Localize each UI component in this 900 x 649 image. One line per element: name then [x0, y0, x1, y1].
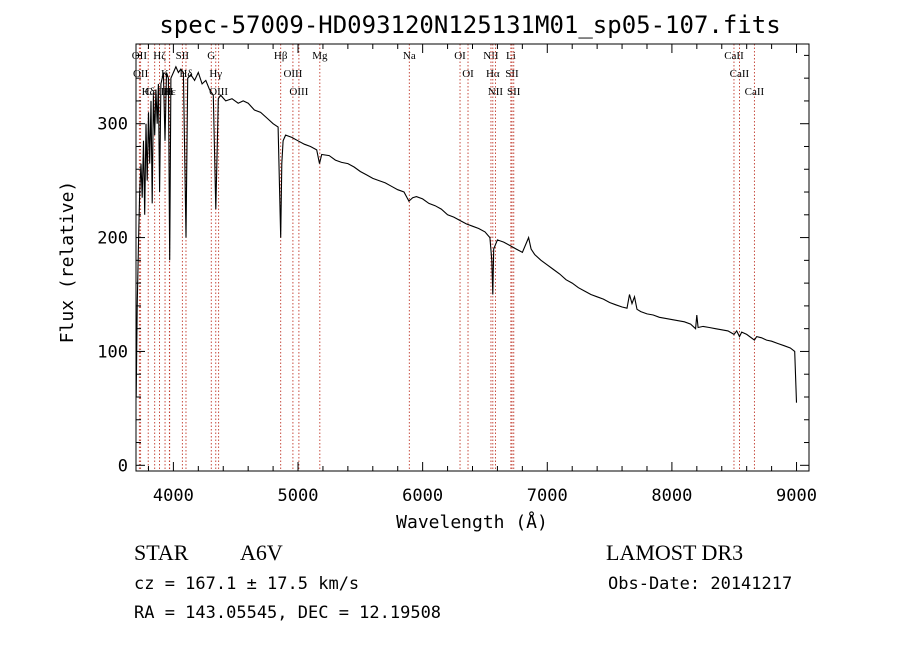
plot-frame	[135, 43, 810, 472]
marker-label: OI	[454, 50, 466, 62]
marker-label: Hγ	[209, 68, 222, 80]
marker-label: CaII	[745, 86, 765, 98]
x-tick-label: 4000	[153, 486, 194, 506]
marker-label: CaII	[145, 86, 165, 98]
marker-label: Hδ	[142, 86, 155, 98]
x-tick-label: 8000	[651, 486, 692, 506]
chart-title: spec-57009-HD093120N125131M01_sp05-107.f…	[159, 11, 780, 39]
spectrum-line	[135, 65, 798, 403]
spectral-class: A6V	[240, 540, 283, 565]
observation-date: Obs-Date: 20141217	[608, 574, 793, 594]
x-tick-label: 7000	[527, 486, 568, 506]
y-axis-ticks: 0 100 200 300	[97, 54, 809, 476]
marker-label: NII	[483, 50, 499, 62]
marker-label: OII	[133, 68, 149, 80]
marker-label: SII	[507, 86, 521, 98]
marker-label: NII	[488, 86, 504, 98]
y-tick-label: 200	[97, 229, 128, 249]
marker-label: Mg	[312, 50, 328, 62]
marker-label: G	[207, 50, 215, 62]
marker-label: OI	[462, 68, 474, 80]
x-tick-label: 6000	[402, 486, 443, 506]
marker-label: Hζ	[153, 50, 166, 62]
marker-label: OIII	[283, 68, 302, 80]
x-tick-label: 9000	[776, 486, 817, 506]
marker-label: Hα	[486, 68, 500, 80]
redshift-cz: cz = 167.1 ± 17.5 km/s	[134, 574, 360, 594]
x-axis-label: Wavelength (Å)	[396, 511, 548, 533]
ra-dec-coordinates: RA = 143.05545, DEC = 12.19508	[134, 603, 442, 623]
x-tick-label: 5000	[278, 486, 319, 506]
y-axis-label: Flux (relative)	[57, 181, 78, 344]
marker-label: SII	[176, 50, 190, 62]
y-tick-label: 300	[97, 115, 128, 135]
line-markers: OIIOIIHδCaIIHζKHHεSIIHδGHγOIIIHβOIIIOIII…	[132, 44, 765, 471]
marker-label: SII	[505, 68, 519, 80]
marker-label: OII	[132, 50, 148, 62]
survey-name: LAMOST DR3	[606, 540, 744, 565]
marker-label: H	[165, 86, 173, 98]
marker-label: Li	[506, 50, 516, 62]
y-tick-label: 100	[97, 342, 128, 362]
object-type: STAR	[134, 540, 189, 565]
y-tick-label: 0	[118, 456, 128, 476]
marker-label: OIII	[289, 86, 308, 98]
marker-label: Na	[403, 50, 416, 62]
marker-label: CaII	[730, 68, 750, 80]
x-axis-ticks: 4000 5000 6000 7000 8000 9000	[147, 44, 817, 506]
marker-label: Hε	[163, 86, 176, 98]
marker-label: K	[161, 68, 169, 80]
marker-label: Hβ	[274, 50, 288, 62]
marker-label: OIII	[209, 86, 228, 98]
marker-label: CaII	[724, 50, 744, 62]
